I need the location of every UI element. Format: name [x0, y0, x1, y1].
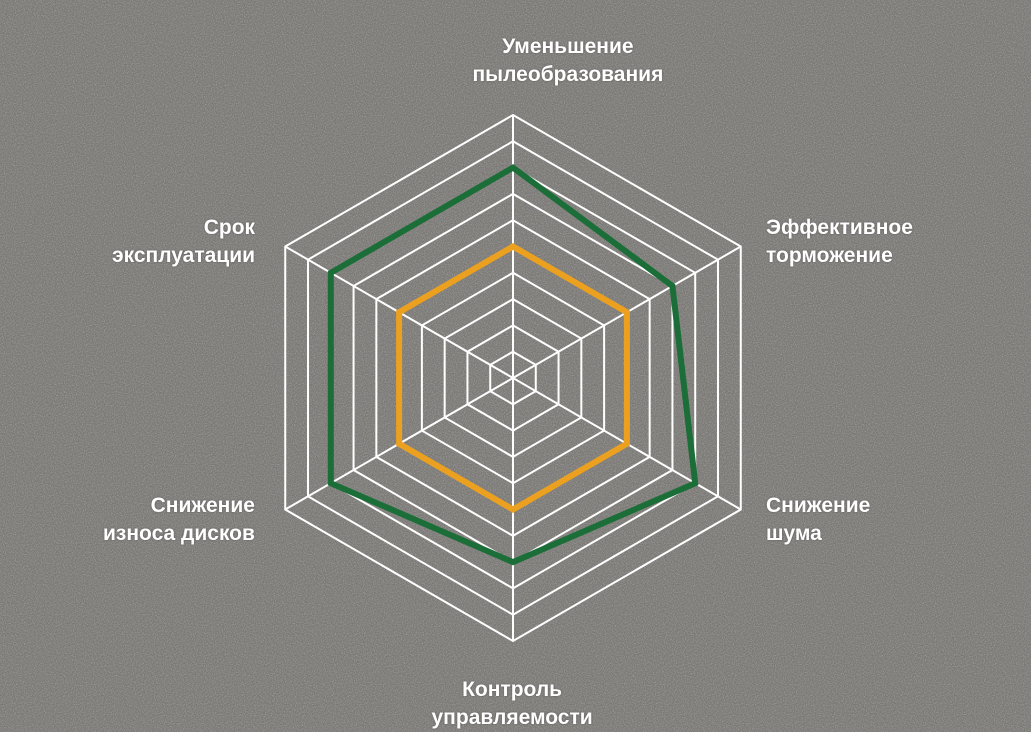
- axis-label: Уменьшение пылеобразования: [473, 33, 664, 89]
- axis-label: Контроль управляемости: [432, 676, 593, 732]
- axis-label: Срок эксплуатации: [112, 214, 255, 270]
- axis-label: Снижение шума: [766, 492, 870, 548]
- axis-label: Снижение износа дисков: [103, 492, 255, 548]
- chart: [0, 0, 1031, 732]
- page: {"chart_data": {"type": "radar", "catego…: [0, 0, 1031, 732]
- background-texture: [0, 0, 1031, 732]
- axis-label: Эффективное торможение: [766, 214, 913, 270]
